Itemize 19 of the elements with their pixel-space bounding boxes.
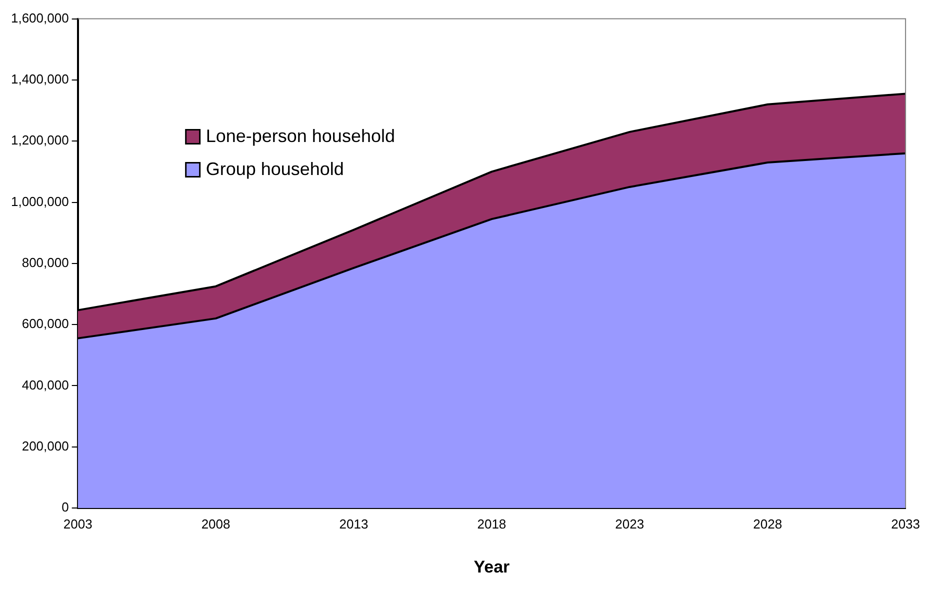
y-tick-label: 200,000 [22, 438, 69, 454]
y-tick-label: 800,000 [22, 254, 69, 270]
x-tick-label: 2013 [339, 516, 368, 532]
x-tick-label: 2008 [201, 516, 230, 532]
x-axis-title: Year [474, 557, 510, 576]
y-tick-label: 1,200,000 [10, 132, 69, 148]
y-tick-label: 600,000 [22, 316, 69, 332]
y-tick-label: 400,000 [22, 377, 69, 392]
x-tick-label: 2028 [753, 516, 782, 532]
y-tick-label: 1,600,000 [10, 10, 69, 26]
y-tick-label: 1,400,000 [10, 72, 69, 87]
x-tick-label: 2018 [477, 516, 506, 532]
legend-label: Group household [206, 158, 344, 179]
y-tick-label: 0 [62, 500, 69, 515]
x-tick-label: 2033 [891, 516, 920, 532]
y-tick-label: 1,000,000 [10, 194, 69, 209]
x-tick-label: 2023 [615, 516, 644, 532]
x-tick-label: 2003 [63, 516, 92, 532]
legend-label: Lone-person household [206, 126, 395, 146]
